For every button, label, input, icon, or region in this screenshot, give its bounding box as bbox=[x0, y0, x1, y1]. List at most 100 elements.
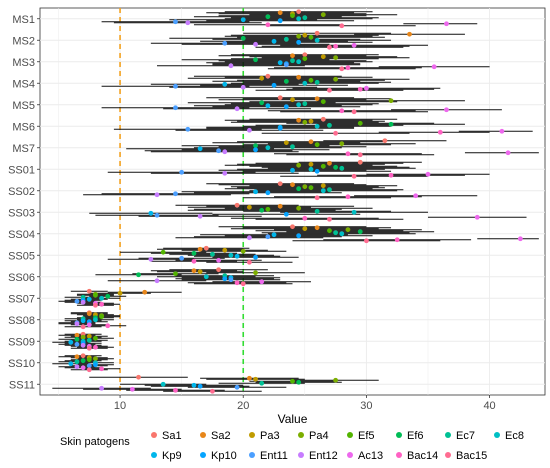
data-point bbox=[308, 139, 314, 145]
y-tick-label: SS03 bbox=[8, 207, 35, 219]
x-axis-title: Value bbox=[278, 412, 308, 426]
data-point bbox=[265, 206, 271, 212]
data-point bbox=[444, 21, 449, 27]
data-point bbox=[253, 270, 258, 276]
data-point bbox=[68, 361, 74, 367]
legend-label: Ec7 bbox=[456, 430, 475, 442]
data-point bbox=[74, 336, 80, 342]
data-point bbox=[283, 104, 289, 110]
legend-key bbox=[396, 432, 402, 438]
data-point bbox=[302, 80, 308, 86]
y-tick-label: SS06 bbox=[8, 272, 35, 284]
data-point bbox=[357, 120, 363, 126]
data-point bbox=[197, 146, 203, 152]
y-tick-label: SS08 bbox=[8, 315, 35, 327]
data-point bbox=[246, 127, 252, 133]
data-point bbox=[86, 363, 92, 369]
data-point bbox=[74, 364, 80, 370]
legend-label: Ec8 bbox=[505, 430, 524, 442]
data-point bbox=[93, 317, 98, 323]
data-point bbox=[86, 296, 92, 302]
data-point bbox=[320, 163, 326, 169]
data-point bbox=[296, 379, 302, 385]
data-point bbox=[271, 232, 277, 238]
data-point bbox=[265, 234, 271, 240]
y-tick-label: MS5 bbox=[12, 100, 35, 112]
data-point bbox=[308, 34, 314, 40]
legend-key bbox=[298, 452, 304, 458]
data-point bbox=[265, 103, 271, 109]
data-point bbox=[296, 74, 302, 80]
data-point bbox=[327, 228, 332, 234]
data-point bbox=[314, 208, 320, 214]
data-point bbox=[191, 250, 197, 256]
data-point bbox=[296, 117, 302, 123]
data-point bbox=[173, 19, 178, 25]
data-point bbox=[86, 337, 92, 343]
data-point bbox=[74, 354, 80, 360]
data-point bbox=[240, 84, 246, 90]
data-point bbox=[314, 79, 320, 85]
data-point bbox=[308, 77, 314, 83]
data-point bbox=[296, 59, 302, 65]
legend-key bbox=[249, 432, 255, 438]
data-point bbox=[93, 302, 98, 308]
data-point bbox=[253, 254, 258, 260]
y-tick-label: SS11 bbox=[9, 379, 35, 391]
data-point bbox=[191, 258, 197, 264]
data-point bbox=[290, 53, 295, 59]
data-point bbox=[240, 17, 246, 23]
legend-key bbox=[298, 432, 304, 438]
data-point bbox=[234, 384, 240, 390]
data-point bbox=[314, 142, 320, 148]
y-tick-label: SS05 bbox=[8, 250, 35, 262]
data-point bbox=[240, 35, 246, 41]
data-point bbox=[203, 245, 209, 251]
data-point bbox=[290, 13, 295, 19]
data-point bbox=[474, 214, 480, 220]
data-point bbox=[185, 126, 191, 132]
data-point bbox=[234, 106, 240, 112]
y-tick-label: SS09 bbox=[8, 336, 35, 348]
data-point bbox=[253, 189, 258, 195]
data-point bbox=[216, 267, 221, 273]
data-point bbox=[283, 78, 289, 84]
data-point bbox=[222, 149, 228, 155]
data-point bbox=[259, 279, 265, 285]
data-point bbox=[99, 366, 104, 372]
data-point bbox=[74, 298, 80, 304]
legend-label: Ac13 bbox=[358, 450, 383, 462]
legend-label: Kp9 bbox=[162, 450, 182, 462]
data-point bbox=[265, 14, 271, 20]
data-point bbox=[283, 211, 289, 217]
legend-key bbox=[200, 452, 206, 458]
data-point bbox=[259, 75, 265, 81]
data-point bbox=[234, 253, 240, 259]
y-tick-label: MS2 bbox=[12, 35, 35, 47]
data-point bbox=[80, 299, 86, 305]
data-point bbox=[148, 256, 154, 262]
data-point bbox=[499, 128, 505, 134]
data-point bbox=[296, 39, 302, 45]
data-point bbox=[345, 227, 351, 233]
data-point bbox=[93, 292, 98, 298]
data-point bbox=[364, 85, 369, 91]
data-points bbox=[68, 9, 523, 394]
data-point bbox=[357, 159, 363, 165]
data-point bbox=[308, 166, 314, 172]
data-point bbox=[173, 191, 178, 197]
data-point bbox=[327, 44, 332, 50]
data-point bbox=[327, 160, 332, 166]
legend-key bbox=[347, 452, 353, 458]
data-point bbox=[314, 96, 320, 102]
data-point bbox=[129, 386, 135, 392]
data-point bbox=[222, 81, 228, 87]
data-point bbox=[148, 210, 154, 216]
data-point bbox=[296, 16, 302, 22]
data-point bbox=[86, 322, 92, 328]
data-point bbox=[314, 37, 320, 43]
data-point bbox=[93, 362, 98, 368]
data-point bbox=[136, 374, 141, 380]
data-point bbox=[86, 333, 92, 339]
data-point bbox=[314, 168, 320, 174]
